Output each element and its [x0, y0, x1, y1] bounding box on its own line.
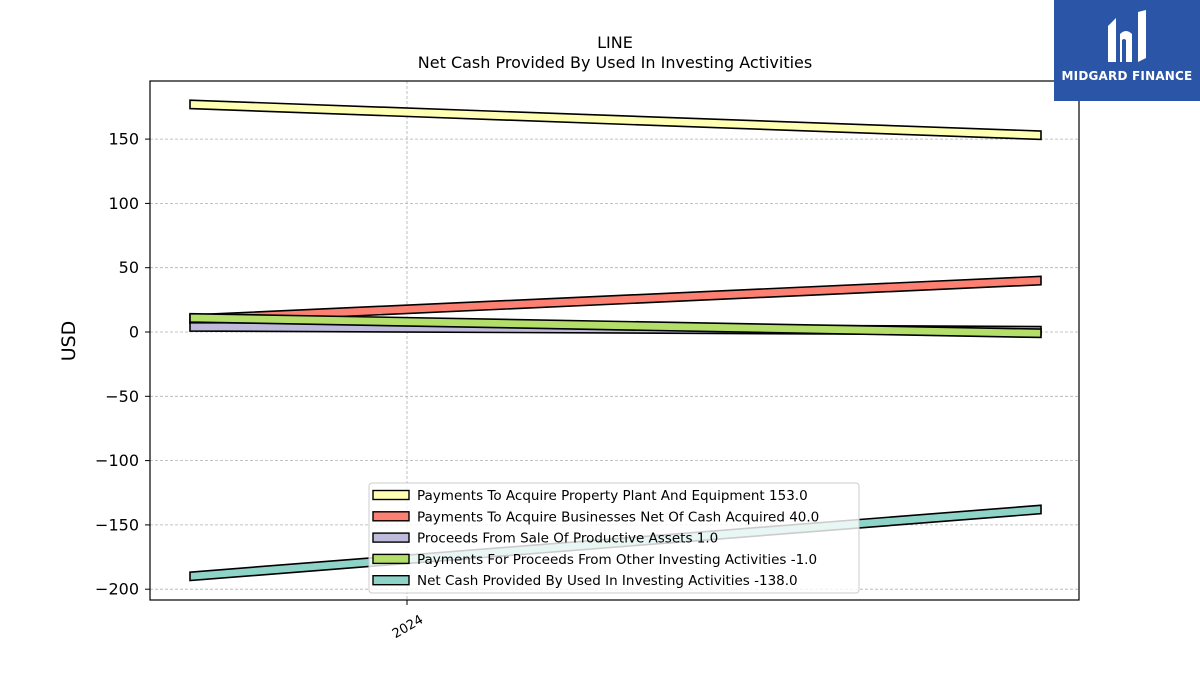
plot-frame	[149, 80, 1080, 601]
y-axis: 150 100 50 0 −50 −100 −150 −200	[95, 130, 150, 599]
y-tick-label: −100	[95, 451, 139, 470]
legend-entry: Payments To Acquire Businesses Net Of Ca…	[417, 509, 819, 525]
y-tick-label: −200	[95, 580, 139, 599]
y-tick-label: −150	[95, 515, 139, 534]
legend-swatch	[372, 575, 410, 586]
legend-swatch	[372, 553, 410, 565]
x-axis: 2024	[390, 600, 426, 642]
y-axis-label: USD	[58, 321, 80, 362]
logo-text: MIDGARD FINANCE	[1061, 69, 1193, 83]
y-tick-label: 150	[108, 130, 139, 149]
legend-entry: Payments For Proceeds From Other Investi…	[417, 552, 817, 568]
y-tick-label: 50	[119, 258, 139, 277]
legend-swatch	[372, 489, 410, 501]
logo-mark-icon	[1108, 10, 1146, 62]
legend-swatch	[372, 532, 410, 543]
series-line	[189, 99, 1042, 141]
series-line	[189, 312, 1042, 339]
chart-title: LINE	[597, 33, 633, 52]
legend: Payments To Acquire Property Plant And E…	[368, 482, 860, 594]
brand-logo: MIDGARD FINANCE	[1054, 0, 1200, 101]
legend-entry: Net Cash Provided By Used In Investing A…	[417, 573, 798, 589]
y-tick-label: −50	[105, 387, 139, 406]
y-tick-label: 0	[129, 323, 139, 342]
legend-swatch	[372, 511, 410, 522]
chart-subtitle: Net Cash Provided By Used In Investing A…	[418, 53, 812, 72]
y-tick-label: 100	[108, 194, 139, 213]
x-tick-label: 2024	[390, 612, 426, 642]
legend-entry: Proceeds From Sale Of Productive Assets …	[417, 531, 718, 547]
legend-entry: Payments To Acquire Property Plant And E…	[417, 488, 808, 504]
legend-box	[368, 482, 860, 594]
